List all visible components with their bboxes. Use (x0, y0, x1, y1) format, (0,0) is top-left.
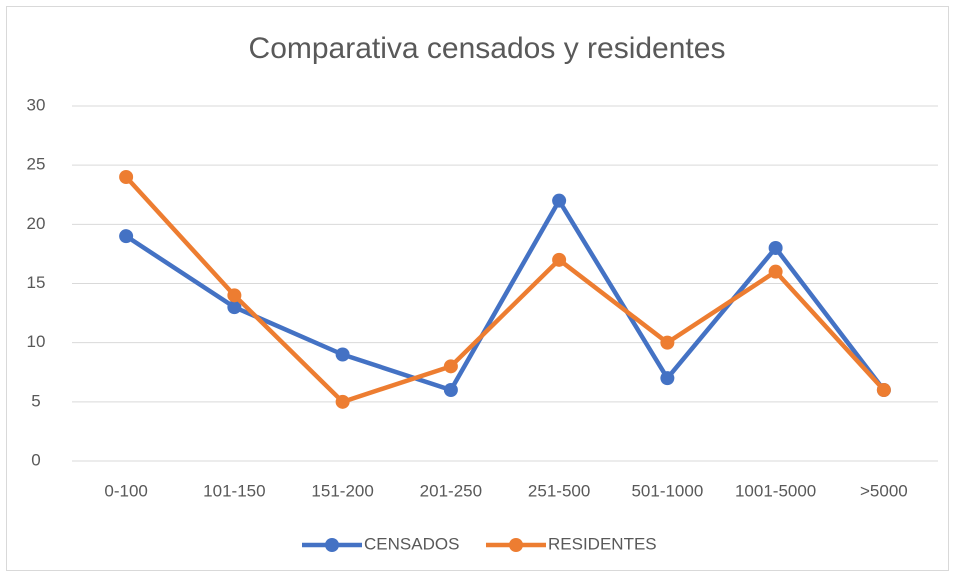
point (119, 229, 134, 244)
point (768, 241, 783, 255)
point (768, 264, 783, 279)
x-tick-label: 201-250 (420, 481, 482, 500)
point (443, 383, 458, 397)
x-tick-label: 151-200 (311, 481, 373, 500)
y-tick-label: 5 (31, 391, 40, 410)
x-tick-label: 1001-5000 (735, 481, 816, 500)
legend-marker (509, 538, 523, 552)
point (660, 335, 675, 350)
x-tick-label: 101-150 (203, 481, 265, 500)
point (335, 347, 350, 362)
series-line (124, 175, 886, 405)
y-tick-label: 15 (27, 273, 46, 292)
y-tick-label: 25 (27, 155, 46, 174)
x-tick-label: 251-500 (528, 481, 590, 500)
y-tick-label: 0 (31, 450, 40, 469)
x-tick-label: >5000 (860, 481, 908, 500)
x-tick-label: 0-100 (104, 481, 147, 500)
point (335, 394, 350, 409)
point (552, 193, 567, 208)
point (227, 300, 242, 315)
legend-label: RESIDENTES (548, 534, 657, 553)
chart-title: Comparativa censados y residentes (249, 32, 726, 65)
y-tick-label: 10 (27, 332, 46, 351)
legend-marker (325, 538, 339, 552)
y-tick-label: 30 (27, 95, 46, 114)
y-tick-label: 20 (27, 214, 46, 233)
point (660, 371, 675, 386)
point (443, 359, 458, 374)
point (227, 288, 242, 303)
point (552, 252, 567, 267)
point (876, 383, 891, 397)
x-tick-label: 501-1000 (631, 481, 703, 500)
legend-label: CENSADOS (364, 534, 459, 553)
point (119, 170, 134, 184)
